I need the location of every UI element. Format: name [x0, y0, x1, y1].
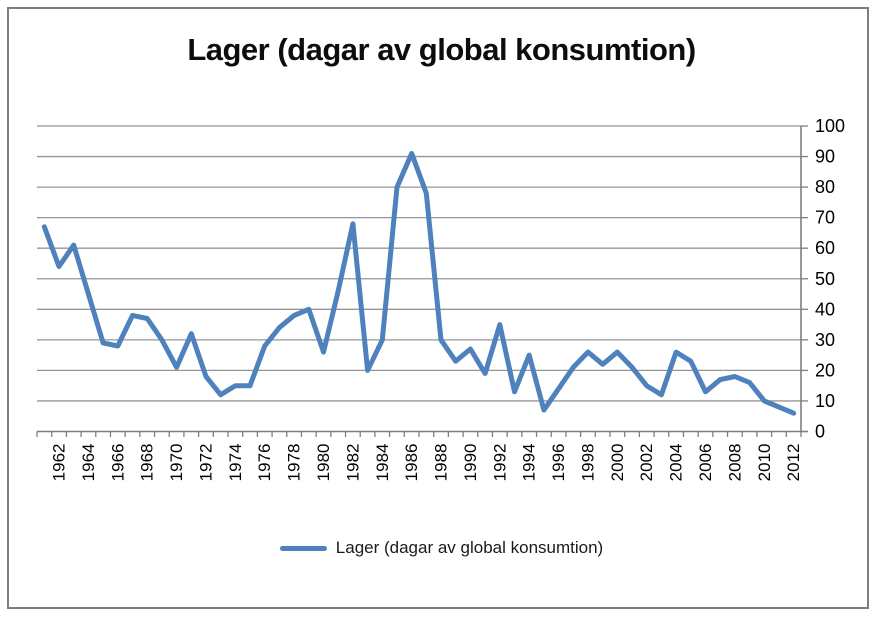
- y-tick-label: 50: [815, 269, 835, 289]
- series-line: [41, 151, 797, 416]
- x-tick-label: 2012: [784, 444, 803, 482]
- y-tick-label: 40: [815, 299, 835, 319]
- x-tick-label: 1984: [373, 444, 392, 482]
- legend-line-swatch: [279, 545, 327, 551]
- y-tick-label: 20: [815, 360, 835, 380]
- y-tick-label: 0: [815, 422, 825, 442]
- x-tick-label: 1998: [578, 444, 597, 482]
- x-tick-label: 2002: [637, 444, 656, 482]
- chart-title: Lager (dagar av global konsumtion): [187, 32, 696, 67]
- y-tick-label: 30: [815, 330, 835, 350]
- x-tick-label: 1986: [402, 444, 421, 482]
- x-tick-label: 1976: [255, 444, 274, 482]
- x-tick-label: 1968: [138, 444, 157, 482]
- x-tick-label: 2004: [667, 444, 686, 482]
- legend-label: Lager (dagar av global konsumtion): [335, 538, 604, 557]
- x-tick-label: 1972: [196, 444, 215, 482]
- x-tick-label: 1988: [432, 444, 451, 482]
- legend: Lager (dagar av global konsumtion): [0, 538, 883, 558]
- y-tick-label: 80: [815, 177, 835, 197]
- x-tick-label: 2008: [725, 444, 744, 482]
- x-tick-label: 2000: [608, 444, 627, 482]
- y-tick-label: 60: [815, 238, 835, 258]
- x-tick-label: 2010: [755, 444, 774, 482]
- y-tick-label: 90: [815, 147, 835, 167]
- x-tick-label: 1992: [490, 444, 509, 482]
- gridlines: [37, 125, 801, 402]
- x-tick-label: 1978: [285, 444, 304, 482]
- y-tick-label: 100: [815, 116, 845, 136]
- x-tick-label: 1966: [108, 444, 127, 482]
- x-axis: 1962 1964 1966 1968 1970 1972 1974 1976 1978 1980…: [36, 430, 808, 482]
- x-tick-label: 1996: [549, 444, 568, 482]
- y-tick-label: 70: [815, 208, 835, 228]
- x-tick-label: 1994: [520, 444, 539, 482]
- x-tick-label: 1970: [167, 444, 186, 482]
- x-tick-label: 1962: [50, 444, 69, 482]
- x-tick-label: 1980: [314, 444, 333, 482]
- x-tick-label: 1974: [226, 444, 245, 482]
- x-tick-label: 2006: [696, 444, 715, 482]
- y-tick-label: 10: [815, 391, 835, 411]
- x-tick-label: 1964: [79, 444, 98, 482]
- y-axis: 0 10 20 30 40 50 60 70 80 90 100: [800, 116, 845, 442]
- x-tick-label: 1990: [461, 444, 480, 482]
- x-tick-label: 1982: [343, 444, 362, 482]
